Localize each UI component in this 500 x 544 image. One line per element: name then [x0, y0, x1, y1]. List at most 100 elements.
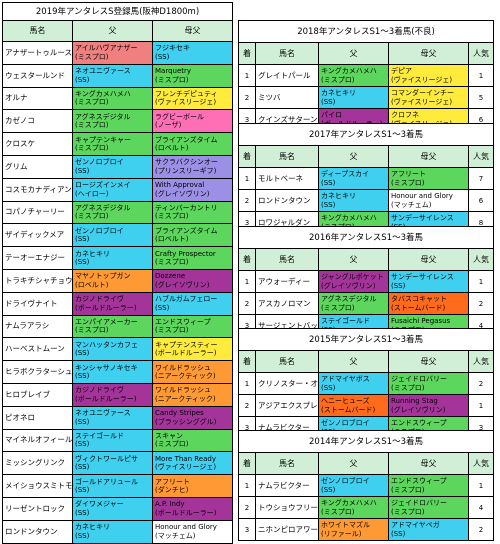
dam-sire-cell: Honour and Glory (マッチェム)	[151, 519, 234, 544]
dam-sire-cell-line: キャプテンスティー	[155, 340, 218, 349]
dam-sire-cell-line: ブライアンズタイム	[155, 226, 218, 235]
sire-cell-line: (ヘイロー)	[75, 189, 109, 198]
table-row: メイショウスミトモ ゴールドアリュール (SS) アフリート (ダンチヒ)	[2, 474, 234, 498]
horse-name: ロンドンタウン	[255, 189, 319, 212]
table-row: 2 ロンドンタウン カネヒキリ (SS) Honour and Glory (マッチェム)…	[238, 189, 495, 212]
sire-cell-line: (SS)	[321, 97, 336, 106]
sire-cell-line: ディープスカイ	[321, 170, 370, 178]
dam-sire-cell: A.P. Indy (ボールドルーラー)	[151, 496, 234, 521]
dam-sire-cell-line: (ミスプロ)	[391, 383, 425, 392]
horse-name: コスモカナディアン	[2, 177, 73, 202]
sire-cell-line: (SS)	[321, 485, 336, 494]
sire-cell-line: マヤノトップガン	[75, 272, 131, 281]
horse-name: ヒラボクラターシュ	[2, 360, 73, 384]
sire-cell-line: ネオユニヴァース	[75, 409, 131, 418]
sire-cell: ロージズインメイ (ヘイロー)	[72, 177, 153, 202]
sire-cell-line: キングカメハメハ	[321, 499, 377, 507]
sire-cell: アグネスデジタル (ミスプロ)	[72, 200, 153, 225]
dam-sire-cell: ワイルドラッシュ (ニアークティック)	[151, 382, 234, 407]
sire-cell-line: キングカメハメハ	[321, 67, 377, 75]
header-rank: 着	[238, 42, 256, 65]
sire-cell-line: (ミスプロ)	[321, 75, 355, 84]
header-rank: 着	[238, 248, 256, 271]
dam-sire-cell-line: (ミスプロ)	[155, 212, 189, 221]
dam-sire-cell: Crafty Prospector (ミスプロ)	[151, 246, 234, 270]
horse-name: ロンドンタウン	[2, 519, 73, 544]
horse-name: ドライヴナイト	[2, 291, 73, 316]
sire-cell-line: カジノドライヴ	[75, 295, 124, 304]
dam-sire-cell-line: ワイルドラッシュ	[155, 386, 211, 395]
dam-sire-cell-line: (ダンチヒ)	[155, 486, 189, 495]
sire-cell: カネヒキリ (SS)	[318, 86, 389, 109]
sire-cell-line: (SS)	[321, 383, 336, 392]
dam-sire-cell-line: (ボールドルーラー)	[155, 349, 217, 358]
horse-name: クリノスター・オー	[255, 372, 319, 395]
dam-sire-cell-line: (ミスプロ)	[155, 258, 189, 267]
popularity-cell: 6	[467, 189, 495, 212]
sire-cell-line: ジャングルポケット	[321, 273, 384, 281]
sire-cell-line: (SS)	[75, 235, 90, 244]
dam-sire-cell-line: (マッチェム)	[391, 200, 432, 209]
sire-cell: ゼンノロブロイ(SS)	[72, 223, 153, 248]
header-name: 馬名	[255, 452, 319, 475]
sire-cell: ヘニーヒューズ (ストームバード)	[318, 394, 389, 417]
results-title: 2017年アンタレスS1～3着馬	[237, 123, 495, 146]
header-dam-sire: 母父	[388, 350, 469, 373]
horse-name: ナムラビクター	[255, 474, 319, 497]
dam-sire-cell-line: (ヴァイスリージェ)	[155, 463, 217, 472]
table-row: カゼノコ アグネスデジタル (ミスプロ) ラグビーボール (ノーザ)	[2, 109, 234, 134]
table-row: ナムラアラシ エンパイアメーカー (ミスプロ) エンドスウィープ (ミスプロ)	[2, 314, 234, 339]
header-sire: 父	[318, 350, 389, 373]
dam-sire-cell-line: Fusaichi Pegasus	[391, 317, 451, 325]
sire-cell-line: マンハッタンカフェ	[75, 340, 138, 349]
sire-cell-line: カジノドライヴ	[75, 386, 124, 395]
sire-cell: キングカメハメハ(ミスプロ)	[318, 64, 389, 87]
horse-name: アナザートゥルース	[2, 41, 73, 65]
sire-cell: ネオユニヴァース (SS)	[72, 405, 153, 430]
sire-cell-line: アグネスデジタル	[321, 295, 377, 303]
rank-cell: 1	[238, 474, 256, 497]
sire-cell: ゼンノロブロイ(SS)	[72, 154, 153, 179]
horse-name: ミツバ	[255, 86, 319, 109]
sire-cell-line: キンシャサノキセキ	[75, 363, 138, 372]
sire-cell-line: ネオユニヴァース	[75, 67, 131, 76]
sire-cell: マヤノトップガン (ロベルト)	[72, 268, 153, 293]
dam-sire-cell-line: (SS)	[155, 52, 170, 61]
horse-name: アスカノロマン	[255, 292, 319, 315]
sire-cell: キャプテンキャー (ミスプロ)	[72, 132, 153, 156]
sire-cell: アグネスデジタル (ミスプロ)	[72, 109, 153, 134]
dam-sire-cell-line: コマンダーインチー	[391, 89, 454, 97]
dam-sire-cell-line: (ロベルト)	[155, 235, 189, 244]
sire-cell-line: カネヒキリ	[75, 523, 110, 532]
sire-cell-line: (SS)	[75, 417, 90, 426]
sire-cell-line: アグネスデジタル	[75, 112, 131, 121]
horse-name: マイネルオフィール	[2, 428, 73, 453]
dam-sire-cell-line: サンデーサイレンス	[391, 273, 454, 281]
horse-name: ヒロブレイブ	[2, 382, 73, 407]
table-row: リーゼントロック ダイワメジャー (SS) A.P. Indy (ボールドルーラー)	[2, 496, 234, 521]
popularity-cell: 1	[467, 64, 495, 87]
dam-sire-cell-line: ハブルガムフェロー	[155, 295, 218, 304]
sire-cell-line: カネヒキリ	[321, 192, 356, 200]
dam-sire-cell-line: (グレイソヴリン)	[155, 189, 210, 198]
dam-sire-cell: エンドスウィープ(ミスプロ)	[388, 474, 469, 497]
table-row: ウェスタールンド ネオユニヴァース (SS) Marquetry (ミスプロ)	[2, 63, 234, 88]
table-row: トラキチシャチョウ マヤノトップガン (ロベルト) Dozzene (グレイソヴリン)	[2, 268, 234, 293]
sire-cell: ヴィクトワールピサ (SS)	[72, 451, 153, 476]
results-table: 2015年アンタレスS1～3着馬着馬名父母父人気1クリノスター・オーアドマイヤボ…	[237, 328, 495, 439]
horse-name: リーゼントロック	[2, 496, 73, 521]
dam-sire-cell-line: With Approval	[155, 181, 205, 190]
horse-name: ピオネロ	[2, 405, 73, 430]
horse-name: トラキチシャチョウ	[2, 268, 73, 293]
dam-sire-cell-line: エンドスウィープ	[391, 419, 447, 427]
sire-cell-line: (SS)	[75, 440, 90, 449]
dam-sire-cell: スキャン (ミスプロ)	[151, 428, 234, 453]
header-rank: 着	[238, 452, 256, 475]
dam-sire-cell-line: (SS)	[391, 529, 406, 538]
sire-cell-line: キャプテンキャー	[75, 135, 131, 144]
entries-table: 2019年アンタレスS登録馬(阪神D1800m) 馬名 父 母父 アナザートゥル…	[1, 2, 234, 544]
horse-name: ミッシングリンク	[2, 451, 73, 476]
header-dam-sire: 母父	[388, 248, 469, 271]
dam-sire-cell: サクラバクシンオー (プリンスリーギフ)	[151, 154, 234, 179]
